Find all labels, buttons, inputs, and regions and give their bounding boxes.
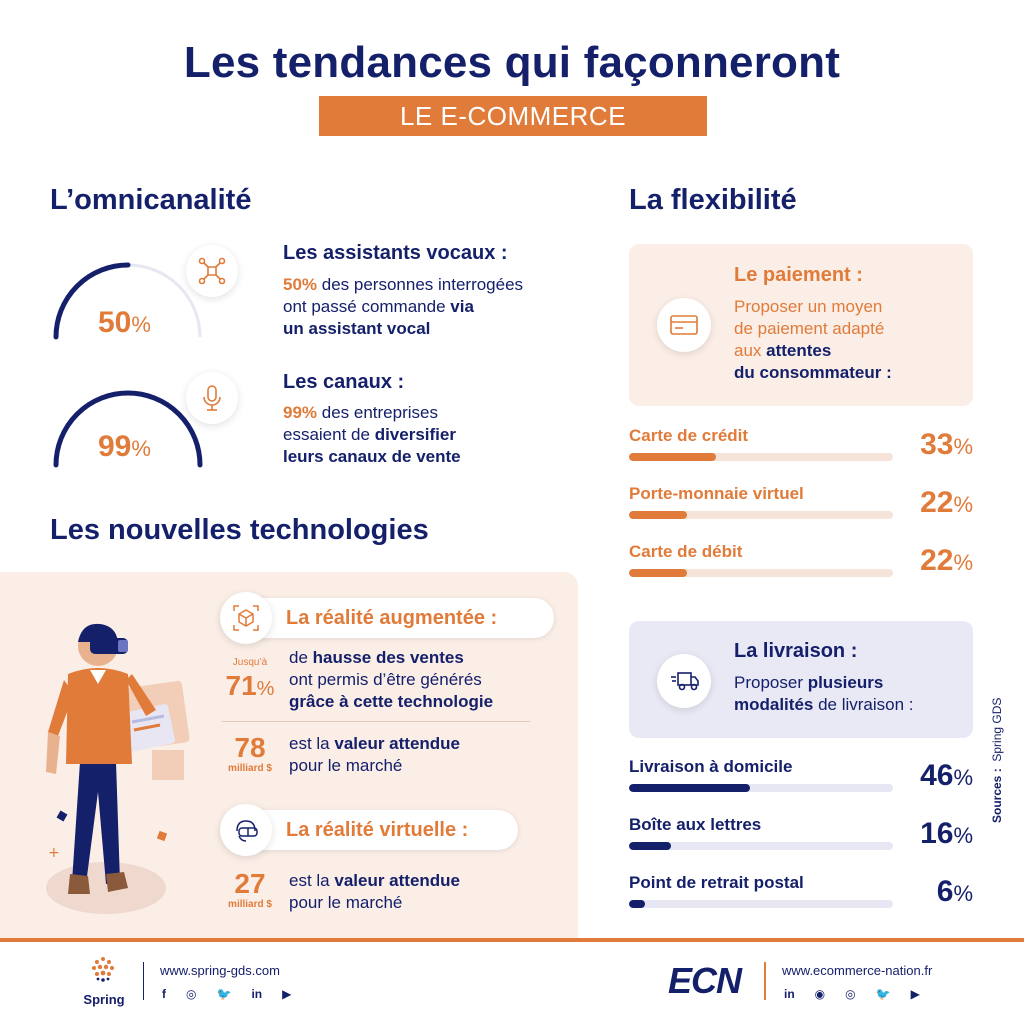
- delivery-bar-label: Boîte aux lettres: [629, 815, 762, 834]
- payment-bar-label: Carte de crédit: [629, 426, 749, 445]
- ecn-logo: ECN: [668, 960, 742, 1001]
- page-title: Les tendances qui façonneront: [183, 38, 841, 87]
- delivery-bar-value: 16%: [920, 817, 973, 850]
- instagram-icon[interactable]: ◎: [845, 987, 856, 1001]
- voice-assistant-text: 50% des personnes interrogées ont passé …: [283, 275, 524, 338]
- sources-note: Sources : Spring GDS: [990, 697, 1004, 823]
- voice-assistant-title: Les assistants vocaux :: [283, 242, 508, 264]
- payment-bar-fill: [629, 569, 688, 577]
- ecn-social-links: in ◉ ◎ 🐦 ▶: [784, 987, 920, 1001]
- linkedin-icon[interactable]: in: [784, 987, 795, 1001]
- payment-bar-value: 22%: [920, 486, 973, 519]
- network-icon: [186, 245, 238, 297]
- ar-stat-value: 71%: [225, 670, 275, 701]
- payment-bar-fill: [629, 511, 688, 519]
- flex-heading: La flexibilité: [629, 184, 797, 216]
- delivery-bar-fill: [629, 784, 751, 792]
- payment-bar-track: [629, 569, 893, 577]
- payment-bar-fill: [629, 453, 717, 461]
- twitter-icon[interactable]: 🐦: [875, 987, 891, 1001]
- facebook-icon[interactable]: f: [162, 987, 166, 1001]
- delivery-bar-label: Livraison à domicile: [629, 757, 793, 776]
- gauge-channels-value: 99%: [98, 430, 151, 463]
- channels-text: 99% des entreprises essaient de diversif…: [283, 403, 461, 466]
- credit-card-icon: [657, 298, 711, 352]
- payment-bar-label: Porte-monnaie virtuel: [629, 484, 804, 503]
- spring-logo-icon: [92, 957, 114, 982]
- channels-title: Les canaux :: [283, 371, 405, 393]
- delivery-bar-value: 46%: [920, 759, 973, 792]
- ar-stat-prefix: Jusqu’à: [232, 657, 268, 668]
- delivery-title: La livraison :: [734, 640, 858, 662]
- delivery-bar-label: Point de retrait postal: [629, 873, 804, 892]
- ar-title-pill: La réalité augmentée :: [222, 598, 554, 638]
- svg-text:+: +: [48, 845, 60, 861]
- gauge-voice-value: 50%: [98, 306, 151, 339]
- spring-logo-text: Spring: [83, 992, 125, 1007]
- ar-cube-icon: [220, 592, 272, 644]
- podcast-icon[interactable]: ◉: [814, 987, 826, 1001]
- vr-market-text: est la valeur attendue pour le marché: [289, 871, 461, 912]
- gauge-voice-assistants: [53, 262, 202, 340]
- twitter-icon[interactable]: 🐦: [216, 987, 232, 1001]
- spring-social-links: f ◎ 🐦 in ▶: [162, 987, 291, 1001]
- gauge-channels: [53, 390, 203, 468]
- payment-title: Le paiement :: [734, 264, 863, 286]
- spring-url-link[interactable]: www.spring-gds.com: [160, 963, 280, 978]
- delivery-bar-value: 6%: [936, 875, 973, 908]
- payment-bar-track: [629, 453, 893, 461]
- youtube-icon[interactable]: ▶: [910, 987, 920, 1001]
- ar-stat-text: de hausse des ventes ont permis d’être g…: [289, 648, 494, 711]
- ar-market-value: 78: [234, 732, 266, 763]
- payment-bar-value: 22%: [920, 544, 973, 577]
- vr-market-unit: milliard $: [228, 899, 272, 910]
- delivery-truck-icon: [657, 654, 711, 708]
- tech-heading: Les nouvelles technologies: [50, 514, 429, 546]
- delivery-bar-track: [629, 784, 893, 792]
- payment-bar-track: [629, 511, 893, 519]
- ar-divider: [222, 721, 530, 722]
- vr-person-illustration: +: [46, 623, 190, 914]
- omni-heading: L’omnicanalité: [50, 184, 252, 216]
- microphone-icon: [186, 372, 238, 424]
- linkedin-icon[interactable]: in: [251, 987, 263, 1001]
- spring-separator: [143, 962, 144, 1000]
- payment-bar-label: Carte de débit: [629, 542, 743, 561]
- vr-headset-icon: [220, 804, 272, 856]
- ecn-separator: [764, 962, 766, 1000]
- delivery-bar-fill: [629, 842, 672, 850]
- footer-divider: [0, 938, 1024, 942]
- vr-market-value: 27: [234, 868, 266, 899]
- page-subtitle: LE E-COMMERCE: [319, 96, 707, 136]
- payment-bar-value: 33%: [920, 428, 973, 461]
- delivery-bar-track: [629, 842, 893, 850]
- delivery-text: Proposer plusieurs modalités de livraiso…: [734, 673, 914, 714]
- payment-text: Proposer un moyen de paiement adapté aux…: [734, 297, 892, 382]
- ar-market-unit: milliard $: [228, 763, 272, 774]
- ar-market-text: est la valeur attendue pour le marché: [289, 734, 461, 775]
- youtube-icon[interactable]: ▶: [282, 987, 292, 1001]
- delivery-bar-track: [629, 900, 893, 908]
- delivery-bar-fill: [629, 900, 645, 908]
- ecn-url-link[interactable]: www.ecommerce-nation.fr: [782, 963, 933, 978]
- instagram-icon[interactable]: ◎: [186, 987, 197, 1001]
